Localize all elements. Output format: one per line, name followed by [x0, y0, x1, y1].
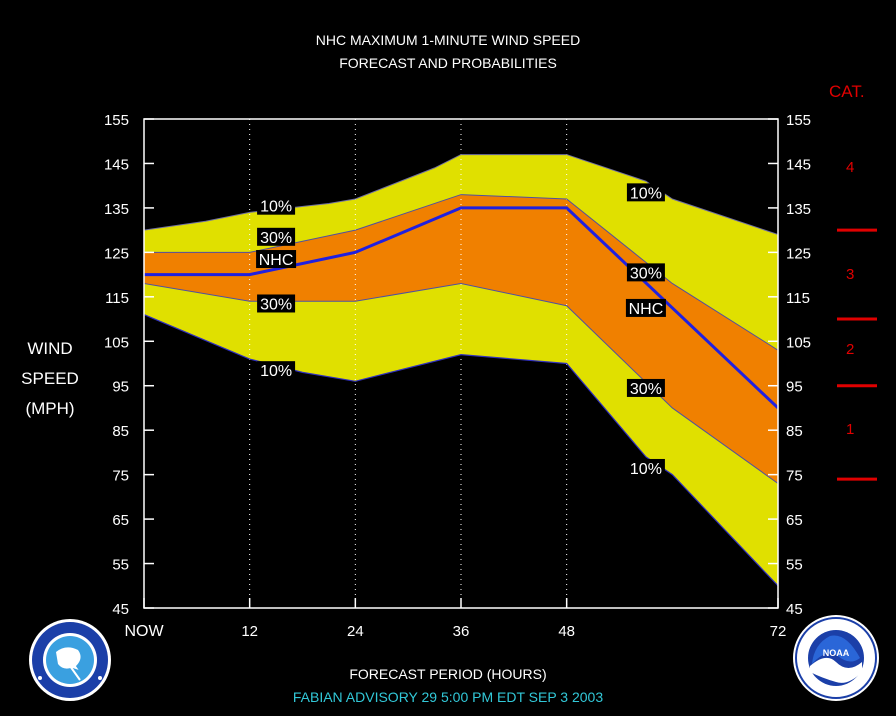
band-label-text: 30%: [630, 381, 662, 398]
y-tick-label-left: 135: [104, 201, 129, 218]
band-label-NHC: NHC: [625, 298, 666, 318]
y-tick-label-right: 75: [786, 468, 803, 485]
band-label-30pct: 30%: [626, 378, 665, 398]
band-label-10pct: 10%: [257, 196, 296, 216]
x-tick-label: 48: [558, 623, 575, 640]
x-tick-label: 36: [453, 623, 470, 640]
y-axis-label-line2: SPEED: [21, 369, 79, 388]
series-lower-30-line: [144, 282, 778, 484]
band-label-text: 30%: [260, 296, 292, 313]
x-tick-label: 12: [241, 623, 258, 640]
band-label-bg: [626, 183, 665, 202]
band-label-bg: [257, 361, 296, 380]
band-label-bg: [257, 227, 296, 246]
band-label-text: NHC: [629, 301, 664, 318]
y-tick-label-left: 115: [105, 290, 129, 307]
y-tick-label-left: 125: [104, 245, 129, 262]
advisory-text: FABIAN ADVISORY 29 5:00 PM EDT SEP 3 200…: [292, 689, 604, 705]
chart-title: NHC MAXIMUM 1-MINUTE WIND SPEED: [315, 32, 581, 48]
band-label-bg: [257, 294, 296, 313]
band-label-30pct: 30%: [257, 227, 296, 247]
band-label-text: 10%: [260, 363, 292, 380]
band-label-text: 10%: [630, 185, 662, 202]
svg-text:NOAA: NOAA: [823, 648, 850, 658]
y-axis-label-line3: (MPH): [25, 399, 75, 418]
y-tick-label-right: 95: [786, 379, 803, 396]
y-tick-label-right: 155: [786, 112, 811, 129]
y-axis-label-line1: WIND: [27, 339, 73, 358]
band-label-10pct: 10%: [257, 361, 296, 380]
band-label-10pct: 10%: [626, 458, 665, 478]
y-tick-label-left: 155: [104, 112, 129, 129]
band-label-text: 10%: [630, 461, 662, 478]
chart-subtitle: FORECAST AND PROBABILITIES: [339, 55, 557, 71]
band-label-bg: [626, 263, 665, 282]
x-tick-label: 24: [347, 623, 364, 640]
band-label-text: 10%: [260, 199, 292, 216]
y-tick-label-left: 55: [112, 557, 129, 574]
x-tick-label: NOW: [124, 623, 164, 640]
band-label-30pct: 30%: [626, 263, 665, 282]
y-tick-label-right: 55: [786, 557, 803, 574]
noaa-logo: NOAA: [793, 615, 879, 701]
y-tick-label-right: 65: [786, 512, 803, 529]
inner-30-percent-band: [144, 194, 778, 484]
series-nhc-line: [144, 206, 778, 410]
band-label-bg: [625, 298, 666, 317]
band-label-NHC: NHC: [256, 250, 297, 269]
x-axis-label: FORECAST PERIOD (HOURS): [349, 666, 547, 682]
y-tick-label-left: 85: [112, 423, 129, 440]
band-label-30pct: 30%: [257, 294, 296, 313]
series-upper-30-line: [144, 194, 778, 351]
category-label-3: 3: [846, 265, 855, 283]
category-label-2: 2: [846, 341, 855, 359]
y-tick-label-left: 75: [112, 468, 129, 485]
y-tick-label-left: 45: [112, 601, 129, 618]
y-tick-label-right: 115: [786, 290, 810, 307]
y-tick-label-right: 125: [786, 245, 811, 262]
category-label-4: 4: [846, 158, 855, 176]
band-label-bg: [626, 378, 665, 397]
y-tick-label-left: 95: [112, 379, 129, 396]
category-label-1: 1: [846, 421, 855, 439]
nws-logo: [29, 619, 111, 701]
y-tick-label-right: 135: [786, 201, 811, 218]
band-label-text: 30%: [260, 230, 292, 247]
x-tick-label: 72: [770, 623, 787, 640]
y-tick-label-left: 105: [104, 334, 129, 351]
band-label-bg: [257, 196, 296, 215]
y-tick-label-right: 105: [786, 334, 811, 351]
y-tick-label-left: 65: [112, 512, 129, 529]
y-tick-label-left: 145: [104, 156, 129, 173]
band-label-text: NHC: [259, 252, 294, 269]
band-label-bg: [626, 458, 665, 477]
y-tick-label-right: 145: [786, 156, 811, 173]
y-tick-label-right: 45: [786, 601, 803, 618]
band-label-bg: [256, 250, 297, 269]
band-label-10pct: 10%: [626, 183, 665, 202]
category-title: CAT.: [829, 82, 865, 101]
band-label-text: 30%: [630, 265, 662, 282]
y-tick-label-right: 85: [786, 423, 803, 440]
